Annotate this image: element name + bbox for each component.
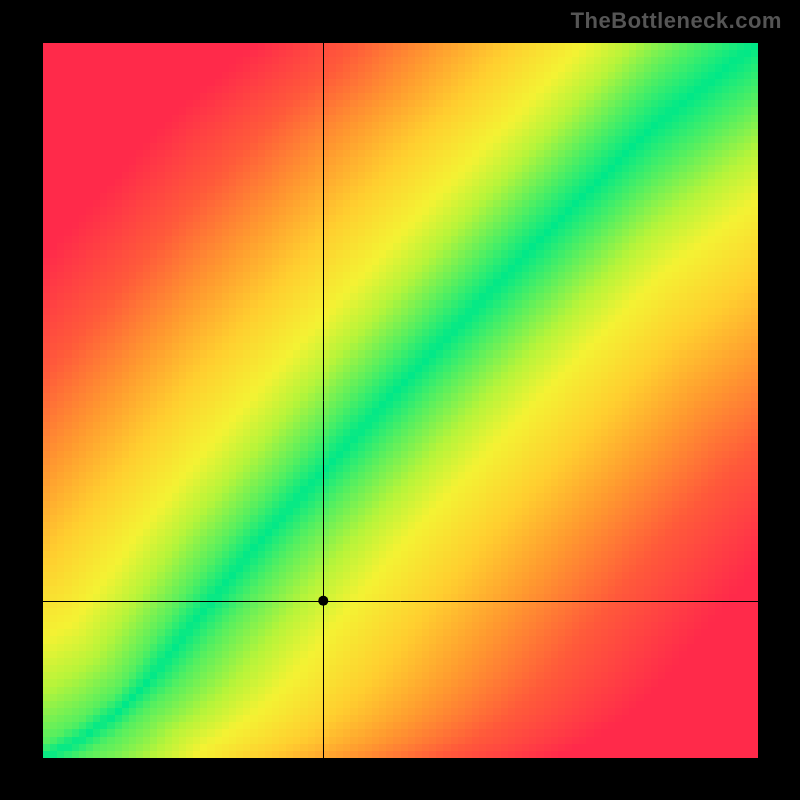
bottleneck-heatmap	[43, 43, 758, 758]
source-watermark: TheBottleneck.com	[571, 8, 782, 34]
chart-frame: TheBottleneck.com	[0, 0, 800, 800]
